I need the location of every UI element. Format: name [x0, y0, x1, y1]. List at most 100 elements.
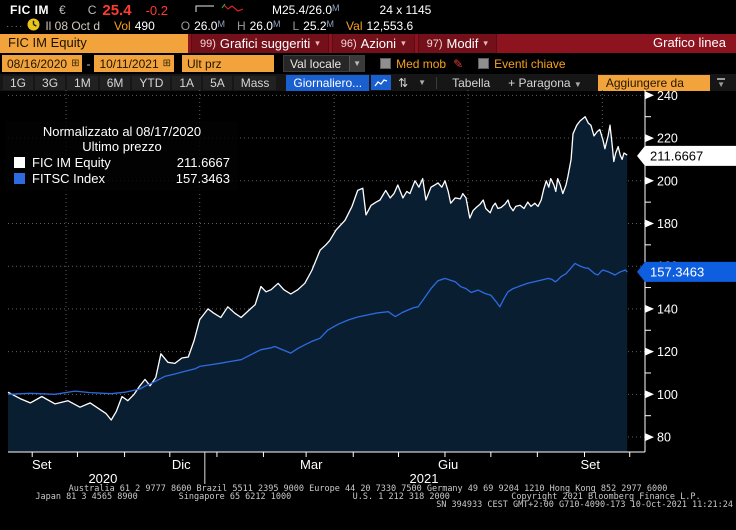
price-sparkline-icon	[194, 2, 246, 18]
date-from-value: 08/16/2020	[7, 56, 68, 71]
security-ticker: FIC IM	[10, 3, 49, 17]
menu-item-label: Azioni	[360, 36, 397, 51]
y-tick-label: 160	[657, 260, 678, 274]
period-button-1g[interactable]: 1G	[3, 75, 34, 90]
open-label: O	[180, 19, 191, 33]
price-field-input[interactable]: Ult prz	[182, 55, 275, 72]
menu-item-modif[interactable]: 97) Modif ▾	[417, 34, 497, 53]
y-tick-arrow	[645, 262, 654, 271]
calendar-icon[interactable]: ⊞	[162, 58, 172, 69]
y-tick-arrow	[645, 390, 654, 399]
high-value: 26.0M	[249, 19, 281, 33]
menu-item-number: 99)	[200, 37, 216, 50]
period-button-ytd[interactable]: YTD	[132, 75, 171, 90]
vol-value: 490	[134, 19, 155, 33]
session-status: Il 08 Oct d	[45, 19, 101, 33]
y-tick-arrow	[645, 176, 654, 185]
series-line-fitsc-index	[7, 262, 628, 395]
key-events-toggle[interactable]: Eventi chiave	[478, 57, 566, 71]
ticker-input[interactable]: FIC IM Equity	[0, 34, 188, 53]
date-range-dash: -	[86, 56, 91, 71]
compare-button[interactable]: + Paragona ▼	[508, 75, 582, 90]
menu-item-grafici-suggeriti[interactable]: 99) Grafici suggeriti ▾	[191, 34, 329, 53]
terminal-footer: Australia 61 2 9777 8600 Brazil 5511 239…	[0, 484, 736, 510]
grip-dots-icon: ····	[6, 20, 24, 32]
period-button-1m[interactable]: 1M	[67, 75, 98, 90]
legend-swatch	[14, 173, 25, 184]
lot-size: 24 x 1145	[379, 3, 432, 17]
price-field-value: Ult prz	[187, 56, 222, 71]
y-tick-label: 80	[657, 431, 671, 445]
legend-row: FIC IM Equity 211.6667	[14, 155, 230, 170]
menu-spacer	[497, 34, 643, 53]
date-to-input[interactable]: 10/11/2021 ⊞	[94, 55, 175, 72]
chevron-down-icon[interactable]: ▼	[418, 78, 427, 87]
period-button-mass[interactable]: Mass	[233, 75, 277, 90]
legend-series-name: FIC IM Equity	[32, 155, 111, 170]
high-label: H	[236, 19, 246, 33]
chevron-down-icon: ▾	[315, 38, 320, 48]
moving-average-label: Med mob	[396, 56, 447, 71]
x-axis-label: Set	[580, 457, 600, 472]
quote-row-2: ···· Il 08 Oct d Vol 490 O 26.0M H 26.0M…	[0, 18, 736, 34]
footer-phones-1: Australia 61 2 9777 8600 Brazil 5511 239…	[68, 484, 668, 494]
period-button-5a[interactable]: 5A	[203, 75, 232, 90]
checkbox-icon[interactable]	[380, 58, 392, 69]
controls-row: 08/16/2020 ⊞ - 10/11/2021 ⊞ Ult prz Val …	[0, 53, 736, 74]
y-tick-arrow	[645, 134, 654, 143]
period-button-1a[interactable]: 1A	[172, 75, 202, 90]
footer-session-info: SN 394933 CEST GMT+2:00 G710-4090-173 10…	[436, 500, 733, 510]
y-tick-arrow	[645, 433, 654, 442]
calendar-icon[interactable]: ⊞	[71, 58, 80, 69]
checkbox-icon[interactable]	[478, 58, 490, 69]
clock-icon	[27, 18, 40, 34]
quote-suffix: M	[332, 3, 340, 13]
val-label: Val	[346, 19, 363, 33]
collapse-panel-icon[interactable]: ▼	[717, 77, 725, 89]
period-tabs-row: 1G 3G 1M 6M YTD 1A 5A Mass Giornaliero... ⇅ ▼ T…	[0, 74, 736, 91]
legend-subtitle: Ultimo prezzo	[82, 139, 162, 154]
legend-row: FITSC Index 157.3463	[14, 171, 230, 186]
y-tick-arrow	[645, 304, 654, 313]
currency-select[interactable]: Val locale ▼	[283, 55, 366, 72]
price-change: -0.2	[145, 2, 168, 18]
x-axis-label: Mar	[300, 457, 323, 472]
legend-series-value: 157.3463	[175, 171, 230, 186]
menu-item-azioni[interactable]: 96) Azioni ▾	[331, 34, 415, 53]
y-tick-label: 220	[657, 132, 678, 146]
x-axis-label: Dic	[172, 457, 191, 472]
menu-item-label: Modif	[446, 36, 479, 51]
x-axis-label: Set	[32, 457, 52, 472]
period-button-3g[interactable]: 3G	[35, 75, 66, 90]
add-from-input[interactable]: Aggiungere da	[597, 74, 710, 91]
moving-average-toggle[interactable]: Med mob ✎	[380, 57, 463, 71]
menu-bar: FIC IM Equity 99) Grafici suggeriti ▾ 96) Az…	[0, 34, 736, 53]
line-chart-icon[interactable]	[371, 75, 392, 90]
table-button[interactable]: Tabella	[452, 75, 491, 90]
bid-ask-quote: M25.4/26.0M	[271, 3, 340, 17]
sort-icon[interactable]: ⇅	[398, 75, 409, 90]
pencil-icon[interactable]: ✎	[453, 56, 464, 71]
currency-select-value: Val locale	[290, 56, 342, 71]
currency-label: €	[59, 3, 66, 17]
legend-swatch	[14, 157, 25, 168]
low-label: L	[292, 19, 300, 33]
period-button-6m[interactable]: 6M	[99, 75, 131, 90]
y-tick-label: 120	[657, 345, 678, 359]
chart-legend: Normalizzato al 08/17/2020 Ultimo prezzo…	[6, 121, 238, 191]
legend-series: FIC IM Equity 211.6667 FITSC Index 157.3463	[14, 155, 230, 186]
date-from-input[interactable]: 08/16/2020 ⊞	[2, 55, 83, 72]
frequency-button[interactable]: Giornaliero...	[286, 74, 370, 91]
menu-item-number: 96)	[340, 37, 357, 50]
y-tick-arrow	[645, 91, 654, 100]
low-value: 25.2M	[303, 19, 335, 33]
y-tick-label: 200	[657, 174, 678, 188]
menu-items: 99) Grafici suggeriti ▾ 96) Azioni ▾ 97) Modif ▾	[188, 34, 497, 53]
last-price: 25.4	[102, 1, 132, 19]
open-value: 26.0M	[194, 19, 225, 33]
date-to-value: 10/11/2021	[99, 56, 159, 71]
chevron-down-icon: ▾	[401, 38, 406, 48]
chevron-down-icon: ▾	[483, 38, 488, 48]
x-axis-label: Giu	[438, 457, 458, 472]
chevron-down-icon[interactable]: ▼	[349, 56, 365, 71]
